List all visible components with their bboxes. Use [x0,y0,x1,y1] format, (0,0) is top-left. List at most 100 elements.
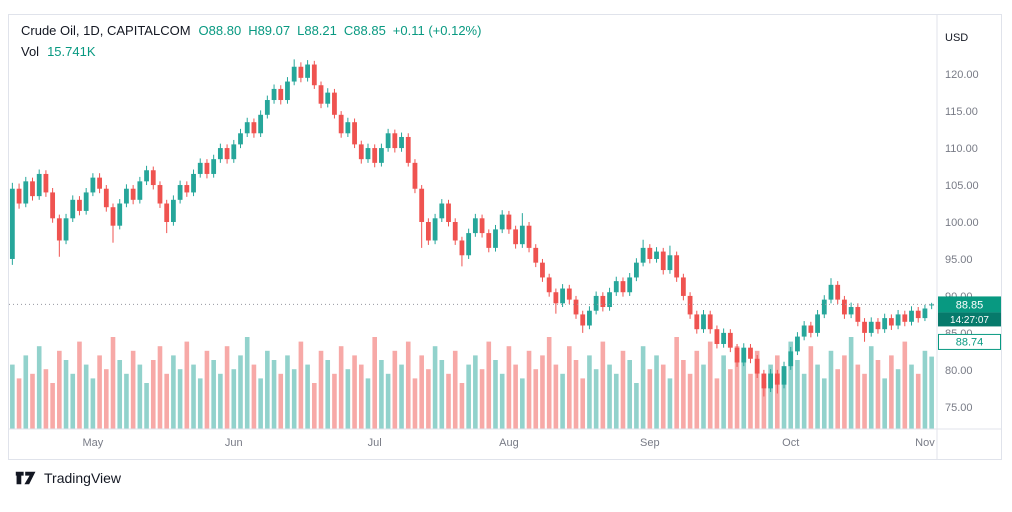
time-tick-label[interactable]: Jun [225,437,243,449]
candle-body [613,281,619,293]
candle-body [842,299,847,315]
price-tick-label[interactable]: 120.00 [945,69,979,81]
candle-body [9,188,15,259]
price-tick-label[interactable]: 95.00 [945,254,973,266]
tradingview-attribution[interactable]: TradingView [0,460,1012,487]
candle-body [922,308,928,319]
volume-bar [258,378,263,429]
price-tick-label[interactable]: 115.00 [945,106,978,118]
volume-bar [701,364,706,429]
volume-bar [593,369,599,429]
volume-bar [694,350,700,429]
candle-body [493,229,498,248]
volume-bar [157,346,163,429]
volume-bar [540,355,545,429]
time-tick-label[interactable]: Aug [499,437,519,449]
volume-bar [385,373,391,429]
volume-bar [889,355,894,429]
price-tick-label[interactable]: 75.00 [945,402,973,414]
volume-bar [338,346,344,429]
candle-body [694,314,700,330]
volume-bar [473,355,478,429]
volume-bar [211,360,216,429]
candle-body [707,314,713,330]
candle-body [452,222,458,241]
candle-body [419,188,425,222]
volume-bar [821,378,827,429]
candle-body [768,373,773,389]
candle-body [204,162,210,174]
volume-bar [164,373,169,429]
volume-bar [16,378,22,429]
candle-body [278,88,284,101]
candle-body [620,281,626,293]
volume-bar [862,373,867,429]
candle-body [828,284,834,300]
candle-body [358,144,364,160]
volume-bar [499,373,505,429]
price-tick-label[interactable]: 80.00 [945,365,973,377]
price-tick-label[interactable]: 110.00 [945,143,978,155]
candle-body [526,225,532,248]
volume-bar [345,369,351,429]
candle-body [781,366,787,385]
candle-body [271,88,277,101]
volume-bar [23,355,29,429]
candle-body [63,218,69,241]
candle-body [365,148,371,160]
candle-body [56,218,62,241]
symbol-title[interactable]: Crude Oil, 1D, CAPITALCOM [21,23,191,38]
volume-bar [57,350,62,429]
candle-body [184,185,190,193]
price-tick-label[interactable]: 105.00 [945,180,979,192]
volume-bar [748,373,753,429]
tradingview-brand-text[interactable]: TradingView [44,470,122,486]
candle-body [600,295,606,308]
candle-body [425,222,431,241]
candle-body [446,203,451,222]
time-tick-label[interactable]: May [82,437,103,449]
volume-bar [285,355,290,429]
candle-body [580,314,586,326]
volume-bar [660,364,666,429]
time-tick-label[interactable]: Sep [640,437,660,449]
candle-body [30,181,35,197]
volume-bar [426,369,431,429]
candle-body [607,292,612,308]
candle-body [311,64,317,86]
volume-bar [432,346,438,429]
volume-bar [734,346,740,429]
volume-bar [130,350,136,429]
volume-bar [553,364,559,429]
volume-bar [868,346,874,429]
price-tick-label[interactable]: 100.00 [945,217,979,229]
candle-body [761,373,767,389]
volume-bar [600,341,606,429]
volume-bar [312,383,317,429]
candle-body [224,148,230,160]
candle-body [157,185,163,204]
candle-body [439,203,445,219]
candle-body [888,318,894,326]
candle-body [795,336,800,352]
candle-body [486,233,492,248]
candle-body [285,81,290,101]
volume-bar [358,364,364,429]
candle-body [902,314,908,322]
countdown-badge [938,312,1001,327]
candle-body [164,203,170,222]
time-tick-label[interactable]: Oct [782,437,799,449]
chart-svg[interactable]: USD120.00115.00110.00105.00100.0095.0090… [9,15,1001,459]
candle-body [647,247,653,259]
volume-bar [352,355,357,429]
volume-bar [412,378,418,429]
volume-bar [137,364,143,429]
candle-body [90,177,96,193]
time-tick-label[interactable]: Jul [368,437,382,449]
volume-bar [573,360,579,429]
volume-bar [30,373,35,429]
volume-bar [855,364,861,429]
candle-body [909,310,914,322]
time-tick-label[interactable]: Nov [915,437,935,449]
candle-body [754,358,760,374]
